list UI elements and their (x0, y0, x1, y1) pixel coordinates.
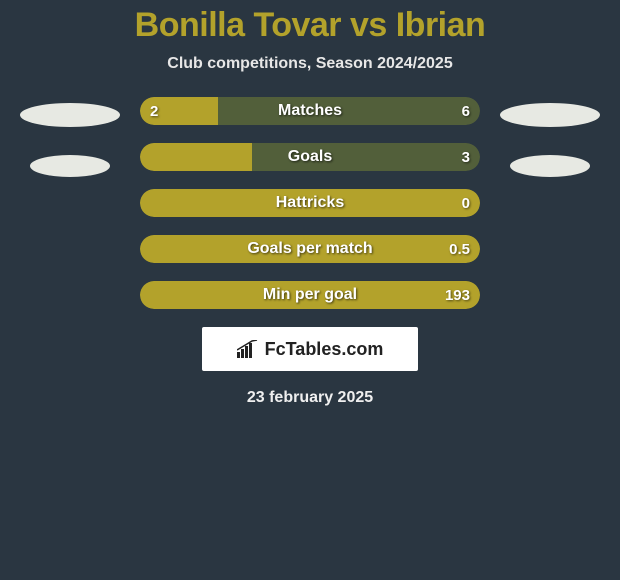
left-side-column (0, 97, 140, 177)
stat-bar-fill (140, 189, 480, 217)
bars-column: 2Matches6 Goals3 Hattricks0 Goals per match… (140, 97, 480, 309)
source-logo-badge: FcTables.com (202, 327, 418, 371)
stat-bar: Goals per match0.5 (140, 235, 480, 263)
right-ellipse (510, 155, 590, 177)
page-subtitle: Club competitions, Season 2024/2025 (167, 55, 452, 73)
stat-bar: Hattricks0 (140, 189, 480, 217)
right-side-column (480, 97, 620, 177)
left-ellipse (30, 155, 110, 177)
stat-bar: Goals3 (140, 143, 480, 171)
date-line: 23 february 2025 (247, 389, 373, 407)
stat-bar: Min per goal193 (140, 281, 480, 309)
chart-area: 2Matches6 Goals3 Hattricks0 Goals per match… (0, 97, 620, 309)
source-logo-text: FcTables.com (265, 339, 384, 360)
page-title: Bonilla Tovar vs Ibrian (135, 6, 486, 45)
left-ellipse (20, 103, 120, 127)
bar-chart-icon (237, 340, 259, 358)
comparison-infographic: Bonilla Tovar vs Ibrian Club competition… (0, 0, 620, 580)
stat-bar: 2Matches6 (140, 97, 480, 125)
right-ellipse (500, 103, 600, 127)
stat-bar-fill (140, 97, 218, 125)
stat-bar-fill (140, 281, 480, 309)
stat-bar-fill (140, 143, 252, 171)
stat-bar-fill (140, 235, 480, 263)
